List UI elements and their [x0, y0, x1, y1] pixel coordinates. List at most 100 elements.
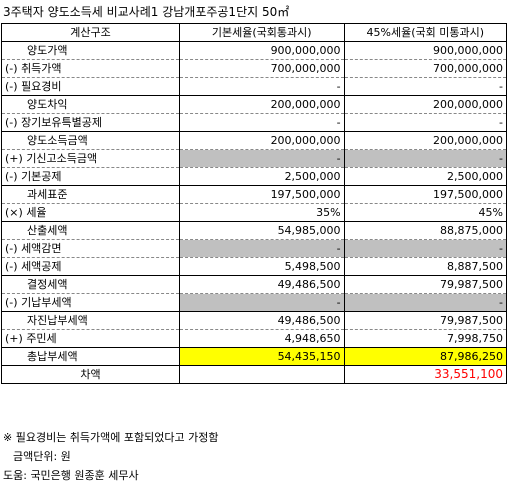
row-value-basic: -: [178, 239, 345, 258]
row-label: (-) 기본공제: [1, 167, 180, 186]
row-label-text: 양도차익: [27, 98, 68, 111]
note-unit: 금액단위: 원: [13, 450, 71, 463]
row-value-basic: 700,000,000: [178, 59, 345, 78]
row-label: (-) 장기보유특별공제: [1, 113, 180, 132]
table-row: (-) 장기보유특별공제 - -: [1, 113, 507, 132]
note-help: 도움: 국민은행 원종훈 세무사: [3, 469, 139, 482]
row-value-basic: -: [178, 293, 345, 312]
row-value-basic: 200,000,000: [178, 131, 345, 150]
table-row: 양도차익 200,000,000 200,000,000: [1, 95, 507, 114]
row-value-basic: 35%: [178, 203, 345, 222]
header-45-rate: 45%세율(국회 미통과시): [343, 23, 507, 42]
difference-empty-cell: [178, 365, 345, 384]
row-label: (+) 기신고소득금액: [1, 149, 180, 168]
header-row: 계산구조 기본세율(국회통과시) 45%세율(국회 미통과시): [1, 23, 507, 42]
total-value-basic: 54,435,150: [178, 347, 345, 366]
row-value-45: 45%: [343, 203, 507, 222]
table-row: 과세표준 197,500,000 197,500,000: [1, 185, 507, 204]
page-title: 3주택자 양도소득세 비교사례1 강남개포주공1단지 50㎡: [3, 5, 290, 19]
row-value-45: 79,987,500: [343, 311, 507, 330]
row-value-45: -: [343, 149, 507, 168]
row-label-text: 기신고소득금액: [26, 152, 98, 165]
row-label: (×) 세율: [1, 203, 180, 222]
row-label: (-) 필요경비: [1, 77, 180, 96]
row-prefix: (-): [5, 296, 18, 309]
table-row: 양도가액 900,000,000 900,000,000: [1, 41, 507, 60]
difference-value: 33,551,100: [343, 365, 507, 384]
row-label: (-) 취득가액: [1, 59, 180, 78]
note-assumption: ※ 필요경비는 취득가액에 포함되었다고 가정함: [3, 431, 219, 444]
row-prefix: (-): [5, 116, 18, 129]
row-value-basic: 4,948,650: [178, 329, 345, 348]
table-row: (+) 기신고소득금액 - -: [1, 149, 507, 168]
row-value-45: 8,887,500: [343, 257, 507, 276]
header-basic-rate: 기본세율(국회통과시): [178, 23, 345, 42]
table-row: (-) 기본공제 2,500,000 2,500,000: [1, 167, 507, 186]
difference-label: 차액: [1, 365, 180, 384]
row-label: (-) 세액공제: [1, 257, 180, 276]
row-label: 산출세액: [1, 221, 180, 240]
row-label: 총납부세액: [1, 347, 180, 366]
row-label-text: 과세표준: [27, 188, 68, 201]
row-label-text: 세율: [26, 206, 47, 219]
row-label: (-) 기납부세액: [1, 293, 180, 312]
row-label-text: 결정세액: [27, 278, 68, 291]
row-label: 결정세액: [1, 275, 180, 294]
row-value-basic: 2,500,000: [178, 167, 345, 186]
row-value-45: 900,000,000: [343, 41, 507, 60]
table-row: 산출세액 54,985,000 88,875,000: [1, 221, 507, 240]
table-row: (-) 취득가액 700,000,000 700,000,000: [1, 59, 507, 78]
row-label-text: 양도소득금액: [27, 134, 88, 147]
row-prefix: (+): [5, 152, 23, 165]
row-value-basic: -: [178, 149, 345, 168]
row-value-45: 700,000,000: [343, 59, 507, 78]
row-value-45: 7,998,750: [343, 329, 507, 348]
row-value-basic: 49,486,500: [178, 311, 345, 330]
row-prefix: (-): [5, 62, 18, 75]
table-row: (×) 세율 35% 45%: [1, 203, 507, 222]
row-label: (-) 세액감면: [1, 239, 180, 258]
row-value-45: -: [343, 77, 507, 96]
row-value-45: -: [343, 113, 507, 132]
row-label: 양도소득금액: [1, 131, 180, 150]
row-prefix: (×): [5, 206, 23, 219]
table-row: (-) 기납부세액 - -: [1, 293, 507, 312]
table-row: (-) 세액감면 - -: [1, 239, 507, 258]
row-value-45: 200,000,000: [343, 95, 507, 114]
row-prefix: (-): [5, 80, 18, 93]
row-label-text: 기납부세액: [21, 296, 72, 309]
row-value-basic: 200,000,000: [178, 95, 345, 114]
row-prefix: (-): [5, 170, 18, 183]
row-label: 자진납부세액: [1, 311, 180, 330]
row-label-text: 세액공제: [21, 260, 62, 273]
row-value-basic: 54,985,000: [178, 221, 345, 240]
row-value-basic: 197,500,000: [178, 185, 345, 204]
row-label: (+) 주민세: [1, 329, 180, 348]
row-value-basic: -: [178, 113, 345, 132]
row-value-45: -: [343, 239, 507, 258]
row-label-text: 총납부세액: [27, 350, 78, 363]
row-value-basic: 900,000,000: [178, 41, 345, 60]
row-label-text: 취득가액: [21, 62, 62, 75]
row-value-45: 200,000,000: [343, 131, 507, 150]
table-row: (-) 필요경비 - -: [1, 77, 507, 96]
row-label: 과세표준: [1, 185, 180, 204]
row-prefix: (-): [5, 242, 18, 255]
row-label-text: 필요경비: [21, 80, 62, 93]
row-value-basic: 5,498,500: [178, 257, 345, 276]
row-label-text: 주민세: [26, 332, 57, 345]
row-label-text: 자진납부세액: [27, 314, 88, 327]
difference-row: 차액 33,551,100: [1, 365, 507, 384]
tax-comparison-table: 계산구조 기본세율(국회통과시) 45%세율(국회 미통과시) 양도가액 900…: [1, 23, 507, 384]
header-structure: 계산구조: [1, 23, 180, 42]
row-label: 양도가액: [1, 41, 180, 60]
row-value-45: 197,500,000: [343, 185, 507, 204]
total-row: 총납부세액 54,435,150 87,986,250: [1, 347, 507, 366]
row-value-basic: -: [178, 77, 345, 96]
table-row: (+) 주민세 4,948,650 7,998,750: [1, 329, 507, 348]
total-value-45: 87,986,250: [343, 347, 507, 366]
row-label-text: 양도가액: [27, 44, 68, 57]
row-value-basic: 49,486,500: [178, 275, 345, 294]
row-value-45: -: [343, 293, 507, 312]
footnotes: ※ 필요경비는 취득가액에 포함되었다고 가정함 금액단위: 원 도움: 국민은…: [3, 428, 218, 485]
